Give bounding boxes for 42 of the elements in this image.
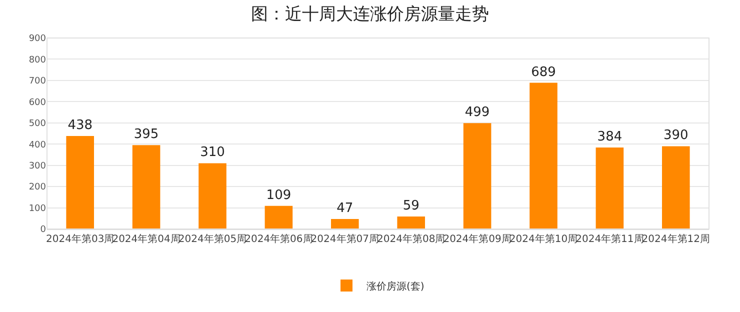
bar [662, 146, 690, 229]
bar [198, 163, 226, 229]
x-tick-label: 2024年第10周 [509, 233, 578, 245]
y-tick-label: 500 [28, 119, 46, 130]
bar [530, 82, 558, 229]
x-tick-label: 2024年第04周 [112, 233, 180, 245]
data-label: 499 [464, 105, 490, 120]
x-tick-label: 2024年第09周 [443, 233, 512, 245]
x-tick-label: 2024年第07周 [310, 233, 379, 245]
bar [264, 206, 293, 229]
y-tick-label: 200 [28, 182, 46, 193]
bar [331, 219, 359, 229]
x-tick-label: 2024年第06周 [244, 233, 313, 245]
data-label: 689 [531, 64, 556, 80]
y-tick-label: 800 [28, 55, 46, 66]
x-tick-label: 2024年第05周 [178, 233, 247, 245]
y-tick-label: 100 [28, 204, 46, 214]
bar [596, 148, 624, 229]
y-tick-label: 600 [28, 98, 46, 108]
x-tick-label: 2024年第03周 [46, 233, 114, 245]
data-label: 390 [663, 128, 688, 144]
data-label: 395 [134, 127, 159, 142]
y-tick-label: 700 [28, 76, 46, 87]
legend-label: 涨价房源(套) [366, 280, 424, 292]
bar [66, 136, 94, 229]
y-tick-label: 0 [40, 225, 46, 236]
data-label: 438 [68, 118, 93, 134]
chart-title: 图：近十周大连涨价房源量走势 [251, 4, 489, 25]
bar [397, 216, 425, 229]
y-tick-label: 300 [28, 161, 46, 172]
bar [132, 145, 160, 229]
y-tick-label: 400 [28, 140, 46, 150]
bar [463, 123, 492, 229]
data-label: 59 [402, 198, 420, 214]
y-tick-label: 900 [28, 34, 46, 44]
data-label: 47 [336, 201, 354, 216]
x-tick-label: 2024年第12周 [642, 233, 710, 245]
data-label: 109 [266, 188, 292, 203]
x-tick-label: 2024年第11周 [576, 233, 644, 245]
data-label: 310 [200, 145, 225, 160]
data-label: 384 [597, 130, 622, 145]
x-tick-label: 2024年第08周 [377, 233, 446, 245]
